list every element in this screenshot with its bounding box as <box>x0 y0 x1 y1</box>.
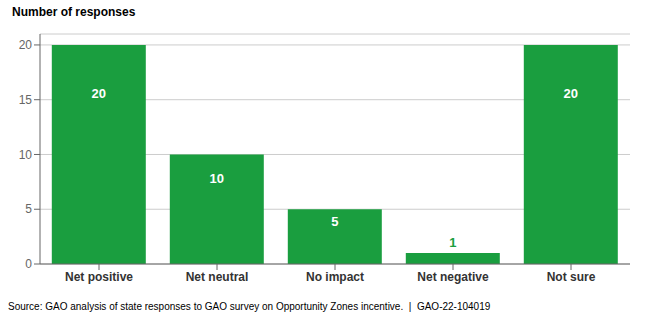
svg-text:10: 10 <box>210 171 224 186</box>
svg-text:Net neutral: Net neutral <box>186 270 249 284</box>
svg-text:0: 0 <box>25 257 32 271</box>
svg-text:5: 5 <box>25 202 32 216</box>
svg-text:1: 1 <box>449 235 456 250</box>
svg-text:15: 15 <box>19 93 33 107</box>
svg-text:Net negative: Net negative <box>417 270 489 284</box>
svg-text:20: 20 <box>92 86 106 101</box>
html-text:Source: GAO analysis of state: Source: GAO analysis of state responses … <box>8 301 491 312</box>
svg-text:20: 20 <box>564 86 578 101</box>
svg-text:10: 10 <box>19 148 33 162</box>
svg-text:5: 5 <box>331 214 338 229</box>
svg-text:Not sure: Not sure <box>547 270 596 284</box>
html-text:Number of responses: Number of responses <box>12 5 136 19</box>
svg-text:No impact: No impact <box>306 270 364 284</box>
svg-text:20: 20 <box>19 38 33 52</box>
svg-text:Net positive: Net positive <box>65 270 133 284</box>
